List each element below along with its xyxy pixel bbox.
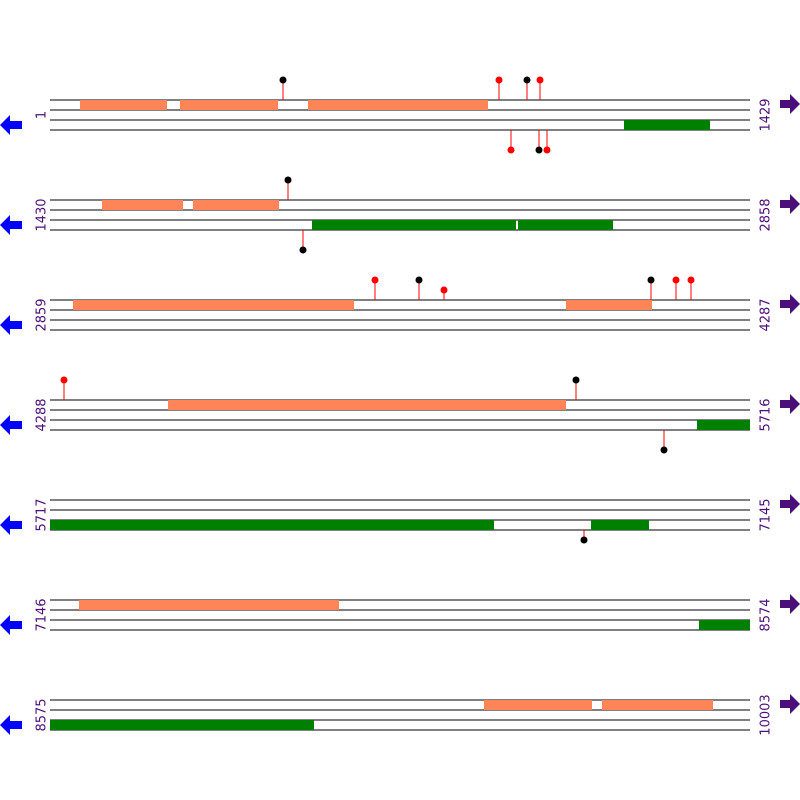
- row-end: 5716: [759, 398, 774, 431]
- reverse-feature: [697, 420, 750, 430]
- row-end: 4287: [759, 298, 774, 331]
- row-start: 2859: [35, 298, 50, 331]
- site-marker: [299, 246, 307, 254]
- row-start: 8575: [35, 698, 50, 731]
- forward-feature: [180, 100, 278, 110]
- forward-feature: [73, 300, 354, 310]
- sequence-row: 1 1429: [0, 76, 800, 154]
- site-marker: [440, 286, 448, 294]
- sequence-row: 8575 10003: [0, 694, 800, 736]
- sequence-row: 2859 4287: [0, 276, 800, 335]
- row-end: 8574: [759, 598, 774, 631]
- site-marker: [60, 376, 68, 384]
- reverse-feature: [518, 220, 613, 230]
- forward-feature: [168, 400, 566, 410]
- sequence-row: 7146 8574: [0, 594, 800, 635]
- forward-feature: [79, 600, 339, 610]
- reverse-feature: [50, 720, 314, 730]
- forward-feature: [102, 200, 183, 210]
- forward-arrow: [780, 94, 800, 114]
- site-marker: [371, 276, 379, 284]
- site-marker: [580, 536, 588, 544]
- forward-feature: [80, 100, 167, 110]
- reverse-arrow: [0, 215, 22, 235]
- row-end: 10003: [759, 694, 774, 735]
- reverse-arrow: [0, 715, 22, 735]
- forward-feature: [602, 700, 713, 710]
- sequence-row: 1430 2858: [0, 176, 800, 254]
- sequence-row: 5717 7145: [0, 494, 800, 544]
- reverse-feature: [624, 120, 710, 130]
- reverse-arrow: [0, 615, 22, 635]
- row-start: 5717: [35, 498, 50, 531]
- reverse-feature: [699, 620, 750, 630]
- reverse-feature: [312, 220, 516, 230]
- site-marker: [495, 76, 503, 84]
- forward-arrow: [780, 194, 800, 214]
- row-start: 7146: [35, 598, 50, 631]
- sequence-row: 4288 5716: [0, 376, 800, 454]
- forward-feature: [484, 700, 592, 710]
- forward-arrow: [780, 494, 800, 514]
- site-marker: [507, 146, 515, 154]
- reverse-arrow: [0, 315, 22, 335]
- forward-feature: [308, 100, 488, 110]
- reverse-feature: [50, 520, 494, 530]
- forward-arrow: [780, 394, 800, 414]
- site-marker: [687, 276, 695, 284]
- site-marker: [543, 146, 551, 154]
- row-end: 7145: [759, 498, 774, 531]
- forward-arrow: [780, 294, 800, 314]
- site-marker: [284, 176, 292, 184]
- site-marker: [523, 76, 531, 84]
- site-marker: [279, 76, 287, 84]
- row-start: 1: [35, 111, 50, 119]
- row-end: 1429: [759, 98, 774, 131]
- site-marker: [536, 76, 544, 84]
- site-marker: [647, 276, 655, 284]
- row-end: 2858: [759, 198, 774, 231]
- reverse-arrow: [0, 115, 22, 135]
- reverse-arrow: [0, 415, 22, 435]
- forward-arrow: [780, 694, 800, 714]
- site-marker: [415, 276, 423, 284]
- site-marker: [660, 446, 668, 454]
- forward-arrow: [780, 594, 800, 614]
- row-start: 1430: [35, 198, 50, 231]
- forward-feature: [193, 200, 279, 210]
- site-marker: [572, 376, 580, 384]
- site-marker: [535, 146, 543, 154]
- reverse-arrow: [0, 515, 22, 535]
- row-start: 4288: [35, 398, 50, 431]
- reverse-feature: [591, 520, 649, 530]
- forward-feature: [566, 300, 652, 310]
- site-marker: [672, 276, 680, 284]
